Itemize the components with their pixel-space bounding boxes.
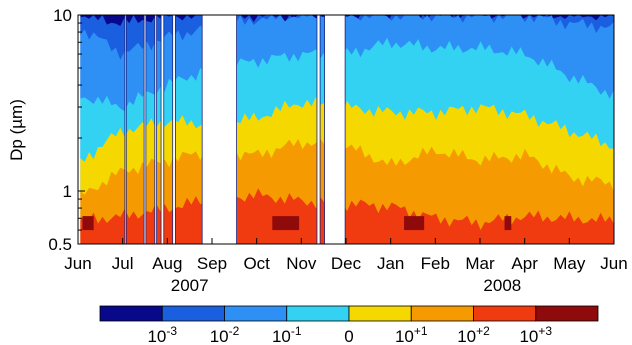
colorbar-label: 10-3 (147, 324, 177, 345)
high-conc-patch (504, 216, 512, 231)
colorbar-label: 0 (344, 327, 353, 345)
data-gap (160, 15, 165, 244)
concentration-layers (80, 15, 614, 244)
x-tick-label: Dec (331, 254, 362, 273)
data-gap (78, 15, 81, 244)
colorbar-swatch (473, 305, 537, 322)
x-tick-label: Jun (600, 254, 627, 273)
colorbar-labels: 10-3 10-2 10-1 0 10+1 10+2 10+3 (147, 324, 552, 345)
y-tick-label: 10 (53, 6, 72, 25)
colorbar-label: 10+1 (395, 324, 428, 345)
colorbar-swatch (286, 305, 350, 322)
x-tick-label: Apr (511, 254, 538, 273)
colorbar-label: 10+2 (457, 324, 490, 345)
colorbar-label: 10-2 (210, 324, 240, 345)
data-gap (201, 15, 237, 244)
year-label: 2007 (171, 276, 209, 295)
colorbar-swatch (161, 305, 225, 322)
plot-area (78, 15, 614, 244)
data-gap (154, 15, 158, 244)
high-conc-patch (82, 216, 94, 231)
y-tick-label: 0.5 (48, 235, 72, 254)
year-labels: 2007 2008 (171, 276, 521, 295)
x-axis-ticks: Jun Jul Aug Sep Oct Nov Dec Jan Feb Mar Apr May Jun (64, 238, 628, 273)
data-gap (124, 15, 127, 244)
x-tick-label: Aug (152, 254, 182, 273)
data-gap (143, 15, 147, 244)
x-tick-label: Jan (377, 254, 404, 273)
x-tick-label: Feb (421, 254, 450, 273)
x-tick-label: Mar (465, 254, 495, 273)
x-tick-label: Sep (197, 254, 227, 273)
x-tick-label: May (553, 254, 586, 273)
colorbar-label: 10-1 (272, 324, 302, 345)
colorbar-swatch (348, 305, 412, 322)
year-label: 2008 (483, 276, 521, 295)
data-gap (172, 15, 176, 244)
data-gap (316, 15, 321, 244)
y-tick-label: 1 (63, 182, 72, 201)
x-tick-label: Nov (286, 254, 317, 273)
colorbar-swatch (410, 305, 474, 322)
y-axis-ticks: 10 1 0.5 (48, 6, 85, 254)
x-tick-label: Oct (243, 254, 270, 273)
x-tick-label: Jun (64, 254, 91, 273)
high-conc-patch (272, 216, 300, 231)
y-axis-label: Dp (µm) (7, 99, 26, 161)
colorbar-swatch (535, 305, 599, 322)
data-gaps (78, 15, 346, 244)
colorbar-swatch (99, 305, 163, 322)
data-gap (324, 15, 346, 244)
high-conc-patch (404, 216, 425, 231)
x-tick-label: Jul (112, 254, 134, 273)
colorbar-label: 10+3 (519, 324, 552, 345)
colorbar-swatch (224, 305, 288, 322)
colorbar (99, 305, 599, 322)
